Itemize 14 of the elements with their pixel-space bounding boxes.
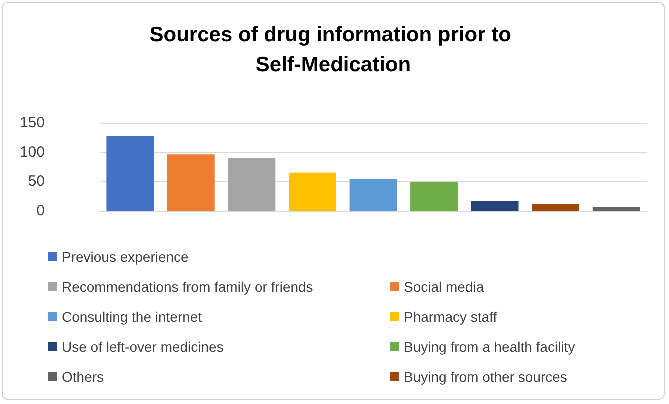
legend-label: Buying from a health facility (404, 339, 576, 355)
legend-label: Recommendations from family or friends (62, 279, 314, 295)
y-tick-label: 50 (28, 173, 45, 190)
legend-label: Pharmacy staff (404, 309, 498, 325)
y-tick-label: 100 (20, 144, 45, 161)
legend-label: Social media (404, 279, 484, 295)
legend-label: Others (62, 369, 104, 385)
y-tick-label: 0 (36, 202, 45, 220)
y-tick-label: 150 (20, 114, 45, 132)
chart-title: Sources of drug information prior to Self-Medication (150, 24, 518, 76)
legend-label: Buying from other sources (404, 369, 568, 385)
legend-label: Consulting the internet (62, 309, 202, 325)
legend-label: Previous experience (62, 249, 190, 265)
legend-label: Use of left-over medicines (62, 339, 224, 355)
